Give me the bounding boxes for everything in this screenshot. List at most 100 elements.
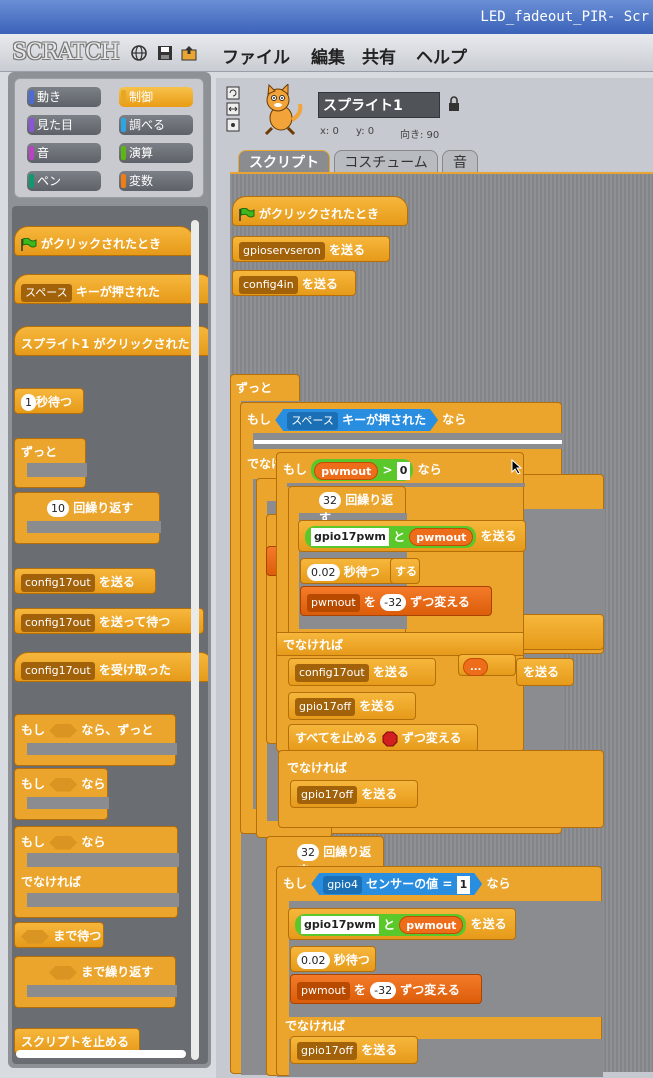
category-variables[interactable]: 変数 xyxy=(119,171,193,191)
palette-if-block[interactable]: もし なら xyxy=(14,768,109,820)
category-color-swatch xyxy=(29,90,34,104)
block-text: を送る xyxy=(328,243,365,257)
script-broadcast-pwm-block-2[interactable]: gpio17pwm と pwmout を送る xyxy=(288,908,516,940)
save-icon[interactable] xyxy=(156,44,174,62)
message-dropdown[interactable]: config17out xyxy=(21,573,95,592)
tab-sounds[interactable]: 音 xyxy=(442,150,478,174)
change-number[interactable]: -32 xyxy=(370,982,397,999)
window-title-bar: LED_fadeout_PIR- Scr xyxy=(0,0,653,34)
category-sound[interactable]: 音 xyxy=(27,143,101,163)
left-right-icon[interactable] xyxy=(226,102,240,116)
script-else-label-bar: でなければ xyxy=(276,632,524,656)
value-input[interactable]: 0 xyxy=(396,461,411,480)
palette-repeat-until-block[interactable]: まで繰り返す xyxy=(14,956,177,1008)
category-looks[interactable]: 見た目 xyxy=(27,115,101,135)
script-change-pwm-block-2[interactable]: pwmout を -32 ずつ変える xyxy=(290,974,482,1004)
no-rotate-icon[interactable] xyxy=(226,118,240,132)
script-broadcast-config17-block[interactable]: config17out を送る xyxy=(288,658,436,686)
message-dropdown[interactable]: config17out xyxy=(295,663,369,682)
script-else-section-partial: でなければ xyxy=(278,750,604,828)
block-text: を送って待つ xyxy=(98,615,171,629)
script-flag-clicked-block[interactable]: がクリックされたとき xyxy=(232,196,408,226)
palette-broadcast-wait-block[interactable]: config17out を送って待つ xyxy=(14,608,204,634)
wait-number[interactable]: 1 xyxy=(21,394,36,411)
category-control[interactable]: 制御 xyxy=(119,87,193,107)
script-broadcast-gpio17off-block[interactable]: gpio17off を送る xyxy=(290,780,418,808)
pwmout-variable[interactable]: pwmout xyxy=(314,461,379,480)
category-pen[interactable]: ペン xyxy=(27,171,101,191)
block-text: まで繰り返す xyxy=(81,965,154,979)
menu-edit[interactable]: 編集 xyxy=(311,48,345,68)
text-input[interactable]: gpio17pwm xyxy=(301,916,379,934)
text-input[interactable]: gpio17pwm xyxy=(311,528,389,546)
condition-slot[interactable] xyxy=(49,778,77,792)
message-dropdown[interactable]: config4in xyxy=(239,275,298,294)
palette-flag-clicked-block[interactable]: がクリックされたとき xyxy=(14,226,194,256)
palette-sprite-clicked-block[interactable]: スプライト1 がクリックされた xyxy=(14,326,208,356)
message-dropdown[interactable]: config17out xyxy=(21,613,95,632)
repeat-number[interactable]: 32 xyxy=(297,844,319,861)
condition-slot[interactable] xyxy=(21,930,49,944)
message-dropdown[interactable]: gpio17off xyxy=(295,697,356,716)
category-operators[interactable]: 演算 xyxy=(119,143,193,163)
palette-wait-block[interactable]: 1 秒待つ xyxy=(14,388,84,414)
pwmout-variable[interactable]: pwmout xyxy=(399,916,464,934)
menu-help[interactable]: ヘルプ xyxy=(416,48,467,68)
palette-scrollbar[interactable] xyxy=(191,220,199,1060)
script-broadcast-gpio17off-block-2[interactable]: gpio17off を送る xyxy=(290,1036,418,1064)
change-number[interactable]: -32 xyxy=(380,594,407,611)
palette-repeat-block[interactable]: 10 回繰り返す xyxy=(14,492,161,544)
block-text: もし xyxy=(283,876,308,891)
script-broadcast-gpio17off-block[interactable]: gpio17off を送る xyxy=(288,692,416,720)
wait-number[interactable]: 0.02 xyxy=(307,564,340,581)
key-pressed-condition[interactable]: スペース キーが押された xyxy=(275,409,438,431)
condition-slot[interactable] xyxy=(49,836,77,850)
pwmout-variable[interactable]: pwmout xyxy=(409,528,474,546)
script-broadcast-config4-block[interactable]: config4in を送る xyxy=(232,270,356,296)
menu-file[interactable]: ファイル xyxy=(222,48,290,68)
wait-number[interactable]: 0.02 xyxy=(297,952,330,969)
condition-slot[interactable] xyxy=(49,966,77,980)
value-input[interactable]: 1 xyxy=(457,876,471,894)
palette-key-pressed-block[interactable]: スペース キーが押された xyxy=(14,274,208,304)
variable-dropdown[interactable]: pwmout xyxy=(307,593,360,612)
sensor-dropdown[interactable]: gpio4 xyxy=(323,876,362,894)
variable-dropdown[interactable]: pwmout xyxy=(297,981,350,1000)
palette-horizontal-scrollbar[interactable] xyxy=(16,1050,186,1058)
script-wait-block-2[interactable]: 0.02 秒待つ xyxy=(290,946,376,972)
script-change-pwm-block[interactable]: pwmout を -32 ずつ変える xyxy=(300,586,492,616)
message-dropdown[interactable]: gpio17off xyxy=(297,785,358,804)
script-stop-all-block[interactable]: すべてを止める ずつ変える xyxy=(288,724,478,752)
tab-scripts[interactable]: スクリプト xyxy=(238,150,330,174)
script-broadcast-servo-block[interactable]: gpioservseron を送る xyxy=(232,236,390,262)
key-dropdown[interactable]: スペース xyxy=(287,412,338,430)
script-broadcast-pwm-block[interactable]: gpio17pwm と pwmout を送る xyxy=(298,520,526,552)
tab-costumes[interactable]: コスチューム xyxy=(334,150,438,174)
rotate-all-icon[interactable] xyxy=(226,86,240,100)
repeat-number[interactable]: 32 xyxy=(319,492,341,509)
category-sensing[interactable]: 調べる xyxy=(119,115,193,135)
message-dropdown[interactable]: config17out xyxy=(21,661,95,680)
globe-icon[interactable] xyxy=(130,44,148,62)
condition-slot[interactable] xyxy=(49,724,77,738)
palette-receive-block[interactable]: config17out を受け取った xyxy=(14,652,208,682)
block-text: スクリプトを止める xyxy=(21,1035,130,1049)
palette-if-forever-block[interactable]: もし なら、ずっと xyxy=(14,714,177,766)
palette-forever-block[interactable]: ずっと xyxy=(14,438,87,488)
message-dropdown[interactable]: gpio17off xyxy=(297,1041,358,1060)
sprite-name-field[interactable]: スプライト1 xyxy=(318,92,440,118)
block-text: = xyxy=(442,877,453,891)
palette-if-else-block[interactable]: もし なら でなければ xyxy=(14,826,179,918)
menu-share[interactable]: 共有 xyxy=(362,48,396,68)
palette-broadcast-block[interactable]: config17out を送る xyxy=(14,568,156,594)
message-dropdown[interactable]: gpioservseron xyxy=(239,241,325,260)
repeat-number[interactable]: 10 xyxy=(47,500,69,517)
share-icon[interactable] xyxy=(180,44,198,62)
palette-wait-until-block[interactable]: まで待つ xyxy=(14,922,104,948)
category-motion[interactable]: 動き xyxy=(27,87,101,107)
sensor-condition[interactable]: gpio4 センサーの値 = 1 xyxy=(311,873,482,895)
block-text: 秒待つ xyxy=(36,395,73,409)
key-dropdown[interactable]: スペース xyxy=(21,283,72,302)
lock-icon[interactable] xyxy=(448,96,460,112)
script-area[interactable]: がクリックされたとき gpioservseron を送る config4in を… xyxy=(230,172,653,1077)
